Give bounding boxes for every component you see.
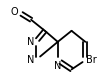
Text: O: O	[11, 7, 18, 17]
Text: Br: Br	[86, 55, 97, 65]
Text: N: N	[54, 61, 61, 71]
Text: N: N	[27, 55, 35, 65]
Text: N: N	[27, 37, 35, 47]
